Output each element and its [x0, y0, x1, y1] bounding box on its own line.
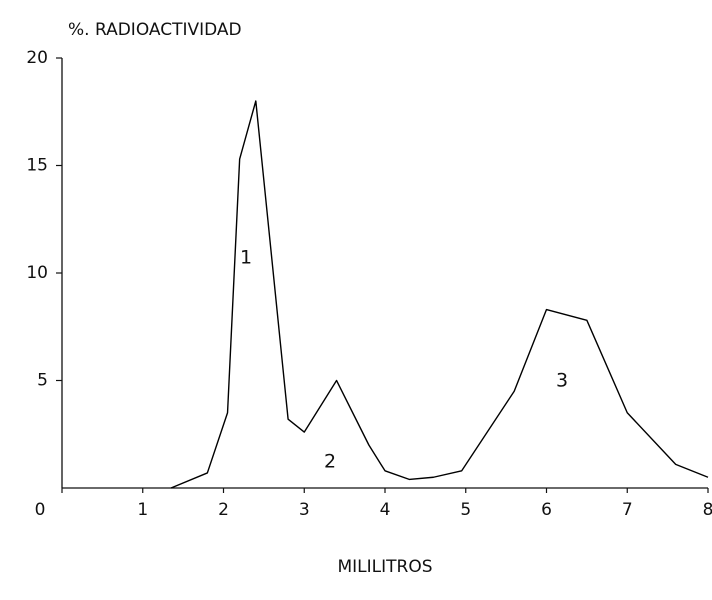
y-tick-label: 10	[26, 263, 48, 283]
x-tick-label: 5	[460, 500, 471, 520]
x-axis-label: MILILITROS	[337, 557, 432, 577]
x-tick-label: 8	[703, 500, 712, 520]
chart-title: %. RADIOACTIVIDAD	[68, 20, 242, 40]
y-tick-label: 20	[26, 48, 48, 68]
y-tick-label: 15	[26, 156, 48, 176]
x-tick-label: 6	[541, 500, 552, 520]
x-tick-label: 4	[380, 500, 391, 520]
x-tick-label: 2	[218, 500, 229, 520]
x-tick-label: 3	[299, 500, 310, 520]
peak-label: 3	[556, 370, 568, 392]
data-line	[170, 100, 709, 489]
x-tick-label: 1	[137, 500, 148, 520]
peak-label: 1	[240, 247, 252, 269]
peak-label: 2	[324, 451, 336, 473]
y-tick-label: 5	[37, 371, 48, 391]
x-tick-label: 0	[35, 500, 46, 520]
x-tick-label: 7	[622, 500, 633, 520]
